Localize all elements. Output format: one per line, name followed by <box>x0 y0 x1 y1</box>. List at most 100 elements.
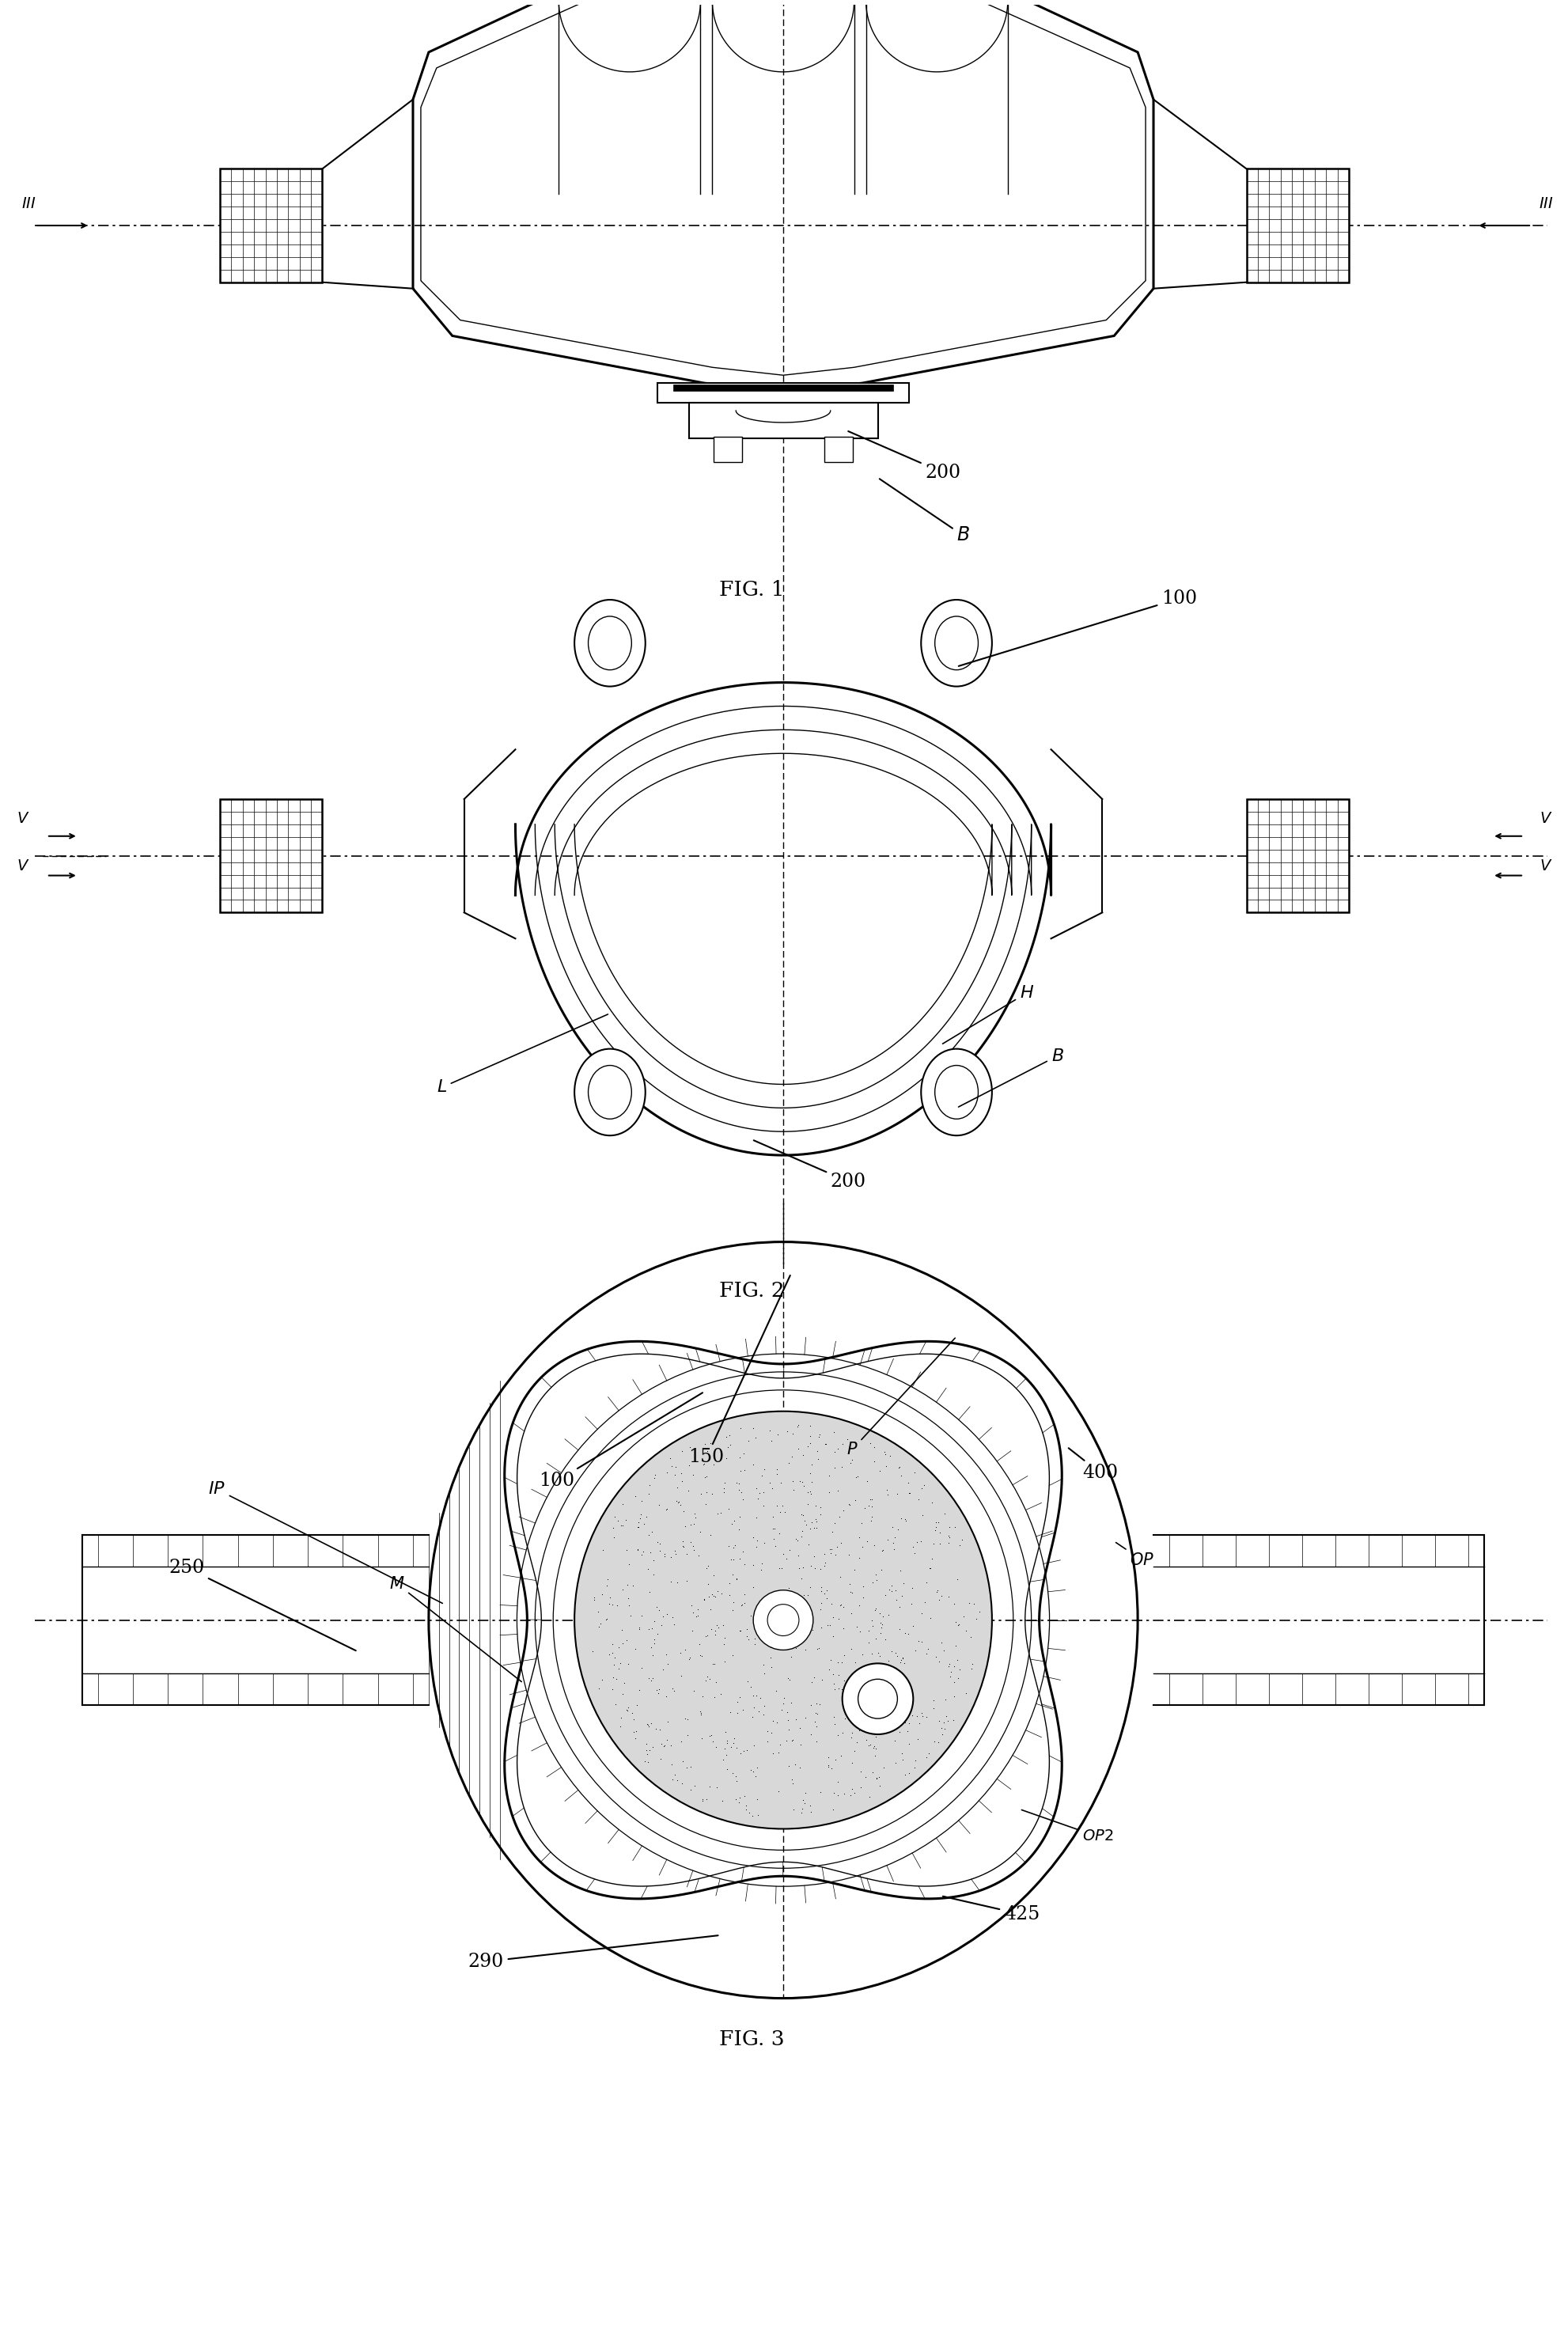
Point <box>859 1480 884 1517</box>
Point <box>877 1571 902 1609</box>
Point <box>723 1782 748 1819</box>
Point <box>822 1672 847 1709</box>
Point <box>690 1679 715 1716</box>
Point <box>698 1515 723 1552</box>
Point <box>704 1728 729 1765</box>
Point <box>900 1606 925 1644</box>
Bar <box>688 402 878 437</box>
Point <box>616 1545 641 1583</box>
Point <box>804 1630 829 1667</box>
Point <box>626 1503 651 1541</box>
Point <box>844 1609 869 1646</box>
Point <box>822 1450 847 1487</box>
Point <box>786 1550 811 1588</box>
Point <box>900 1569 925 1606</box>
Point <box>820 1655 845 1693</box>
Point <box>842 1459 867 1496</box>
Point <box>818 1529 844 1566</box>
Point <box>660 1599 685 1637</box>
Point <box>590 1576 615 1613</box>
Point <box>886 1450 911 1487</box>
Point <box>806 1630 831 1667</box>
Point <box>615 1693 640 1730</box>
Point <box>822 1536 847 1573</box>
Point <box>662 1756 687 1793</box>
Point <box>743 1606 768 1644</box>
Point <box>601 1508 626 1545</box>
Point <box>869 1550 894 1588</box>
Point <box>619 1695 644 1732</box>
Point <box>698 1611 723 1648</box>
Point <box>739 1597 764 1634</box>
Point <box>877 1597 902 1634</box>
Point <box>637 1732 662 1770</box>
Point <box>640 1637 665 1674</box>
Point <box>696 1660 721 1697</box>
Point <box>914 1634 939 1672</box>
Point <box>621 1702 646 1739</box>
Point <box>812 1543 837 1580</box>
Point <box>731 1732 756 1770</box>
Point <box>825 1431 850 1468</box>
Point <box>900 1529 925 1566</box>
Point <box>765 1732 790 1770</box>
Point <box>695 1457 720 1494</box>
Point <box>870 1531 895 1569</box>
Point <box>797 1424 822 1461</box>
Point <box>602 1499 627 1536</box>
Point <box>867 1768 892 1805</box>
Point <box>713 1440 739 1478</box>
Point <box>941 1679 966 1716</box>
Point <box>922 1639 947 1676</box>
Point <box>889 1672 914 1709</box>
Point <box>743 1499 768 1536</box>
Point <box>681 1672 706 1709</box>
Point <box>638 1662 663 1700</box>
Point <box>627 1609 652 1646</box>
Point <box>869 1531 894 1569</box>
Point <box>635 1611 660 1648</box>
Point <box>920 1524 946 1562</box>
Point <box>891 1564 916 1602</box>
Point <box>875 1641 900 1679</box>
Point <box>781 1791 806 1828</box>
Point <box>839 1440 864 1478</box>
Point <box>906 1704 931 1742</box>
Point <box>764 1450 789 1487</box>
Point <box>825 1777 850 1814</box>
Point <box>870 1676 895 1714</box>
Point <box>681 1595 706 1632</box>
Point <box>627 1499 652 1536</box>
Point <box>792 1775 817 1812</box>
Point <box>673 1700 698 1737</box>
Point <box>870 1749 895 1786</box>
Point <box>790 1548 815 1585</box>
Point <box>781 1471 806 1508</box>
Point <box>724 1763 750 1800</box>
Point <box>665 1482 690 1520</box>
Point <box>582 1580 607 1618</box>
Point <box>735 1662 760 1700</box>
Point <box>881 1524 906 1562</box>
Point <box>958 1618 983 1655</box>
Point <box>909 1471 935 1508</box>
Point <box>670 1742 695 1779</box>
Point <box>798 1503 823 1541</box>
Point <box>804 1686 829 1723</box>
Point <box>851 1700 877 1737</box>
Point <box>655 1702 681 1739</box>
Point <box>670 1433 695 1471</box>
Point <box>837 1630 862 1667</box>
Point <box>946 1606 971 1644</box>
Point <box>712 1714 737 1751</box>
Point <box>729 1534 754 1571</box>
Point <box>608 1707 633 1744</box>
Point <box>897 1475 922 1513</box>
Point <box>862 1718 887 1756</box>
Point <box>800 1611 825 1648</box>
Point <box>963 1599 988 1637</box>
Point <box>789 1793 814 1831</box>
Point <box>944 1559 969 1597</box>
Point <box>663 1536 688 1573</box>
Point <box>814 1580 839 1618</box>
